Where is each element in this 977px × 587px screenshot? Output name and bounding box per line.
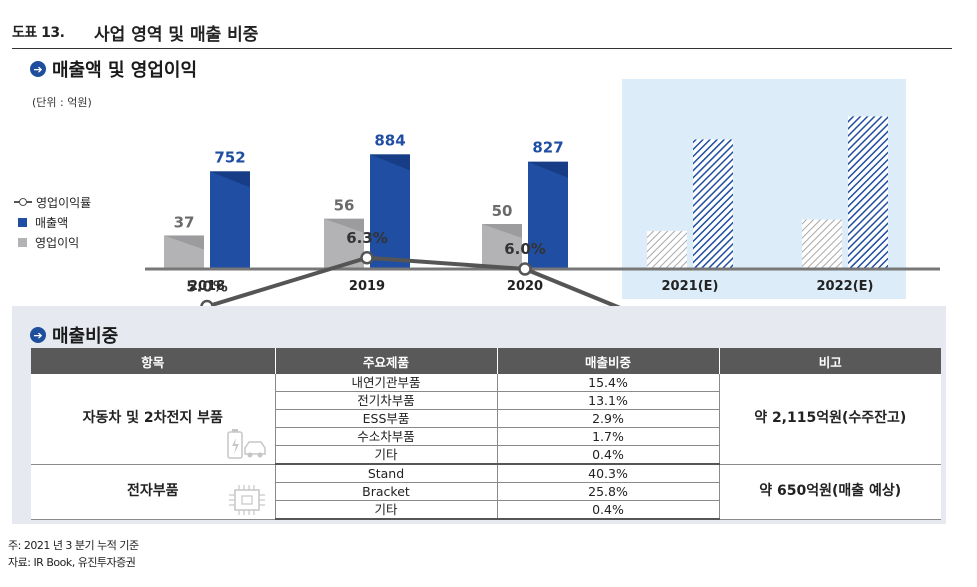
table-row: 기타 0.4% (31, 500, 941, 520)
revenue-bar-shade (210, 171, 250, 188)
arrow-circle-icon: ➔ (30, 61, 46, 77)
x-tick-label: 2019 (349, 279, 385, 294)
profit-data-label: 50 (492, 202, 513, 220)
table-section-heading: ➔ 매출비중 (30, 322, 118, 348)
blue-square-icon (18, 217, 27, 227)
share-cell: 40.3% (497, 464, 720, 483)
category-auto-battery: 자동차 및 2차전지 부품 (31, 374, 276, 465)
margin-data-label: 6.0% (504, 240, 546, 258)
legend-label-margin: 영업이익률 (36, 195, 92, 210)
x-tick-label: 2018 (189, 279, 225, 294)
header-share: 매출비중 (497, 348, 720, 374)
profit-bar-shade (164, 235, 204, 250)
legend-label-revenue: 매출액 (35, 215, 69, 230)
legend-label-profit: 영업이익 (35, 235, 80, 250)
header-rule (12, 48, 952, 49)
share-cell: 25.8% (497, 482, 720, 501)
legend-item-margin: 영업이익률 (14, 192, 91, 212)
revenue-bar (528, 161, 568, 268)
margin-data-label: 6.3% (346, 229, 388, 247)
category-label: 자동차 및 2차전지 부품 (82, 410, 223, 427)
figure-number: 도표 13. (12, 25, 65, 41)
profit-bar (802, 219, 842, 268)
share-cell: 1.7% (497, 427, 720, 446)
share-cell: 0.4% (497, 445, 720, 465)
table-section-title: 매출비중 (52, 326, 119, 347)
table-row: 기타 0.4% (31, 445, 941, 465)
table-row: ESS부품 2.9% (31, 409, 941, 428)
figure-header: 도표 13. 사업 영역 및 매출 비중 (12, 18, 962, 49)
table-row: 수소차부품 1.7% (31, 427, 941, 446)
header-note: 비고 (719, 348, 941, 374)
line-marker-icon (14, 197, 32, 207)
share-cell: 0.4% (497, 500, 720, 520)
revenue-bar (693, 139, 733, 268)
table-row: 자동차 및 2차전지 부품 내연기관부품 15.4% 약 2,115억원(수주잔… (31, 374, 941, 465)
margin-data-label: 5.0% (186, 278, 228, 296)
x-tick-label: 2022(E) (817, 279, 874, 294)
table-row: Bracket 25.8% (31, 482, 941, 501)
share-cell: 13.1% (497, 391, 720, 410)
revenue-bar-shade (370, 154, 410, 171)
product-cell: Stand (275, 464, 498, 483)
product-cell: 전기차부품 (275, 391, 498, 410)
product-cell: 기타 (275, 445, 498, 465)
revenue-bar (210, 171, 250, 268)
footnote-source: 자료: IR Book, 유진투자증권 (8, 556, 136, 569)
x-tick-label: 2020 (507, 279, 543, 294)
unit-note: (단위 : 억원) (32, 96, 92, 109)
legend-item-profit: 영업이익 (14, 232, 91, 252)
chart-legend: 영업이익률 매출액 영업이익 (14, 192, 91, 252)
bars-layer: 37 752 56 884 50 827 (164, 116, 888, 269)
profit-bar (647, 231, 687, 268)
legend-item-revenue: 매출액 (14, 212, 91, 232)
product-cell: 기타 (275, 500, 498, 520)
chart-section-heading: ➔ 매출액 및 영업이익 (30, 56, 197, 82)
chart-section-title: 매출액 및 영업이익 (52, 60, 198, 81)
revenue-data-label: 752 (214, 148, 245, 166)
note-electronic: 약 650억원(매출 예상) (719, 464, 941, 520)
category-label: 전자부품 (126, 483, 179, 499)
share-cell: 2.9% (497, 409, 720, 428)
x-tick-label: 2021(E) (662, 279, 719, 294)
product-cell: 내연기관부품 (275, 374, 498, 392)
table-row: 전자부품 Stand 40.3% 약 650억원(매출 예상) (31, 464, 941, 520)
note-auto-battery: 약 2,115억원(수주잔고) (719, 374, 941, 465)
chip-icon (228, 484, 265, 515)
arrow-circle-icon: ➔ (30, 327, 46, 343)
sales-mix-table: 항목 주요제품 매출비중 비고 자동차 및 2차전지 부품 내연기관부품 15.… (31, 348, 941, 520)
header-product: 주요제품 (275, 348, 498, 374)
product-cell: ESS부품 (275, 409, 498, 428)
profit-data-label: 56 (334, 197, 355, 215)
revenue-bar (848, 116, 888, 269)
margin-point (360, 251, 374, 265)
figure-title: 사업 영역 및 매출 비중 (94, 25, 259, 45)
share-cell: 15.4% (497, 374, 720, 392)
table-header-row: 항목 주요제품 매출비중 비고 (31, 348, 941, 374)
profit-data-label: 37 (174, 213, 195, 231)
table-row: 전기차부품 13.1% (31, 391, 941, 410)
profit-bar-shade (324, 218, 364, 233)
battery-car-icon (226, 428, 266, 459)
x-tick-labels: 2018 2019 2020 2021(E) 2022(E) (189, 279, 874, 294)
revenue-bar (370, 154, 410, 268)
revenue-bar-shade (528, 161, 568, 178)
profit-bar-shade (482, 224, 522, 238)
product-cell: 수소차부품 (275, 427, 498, 446)
header-category: 항목 (31, 348, 276, 374)
category-electronic: 전자부품 (31, 464, 276, 520)
margin-point (518, 262, 532, 276)
footnote-basis: 주: 2021 년 3 분기 누적 기준 (8, 539, 139, 552)
revenue-data-label: 884 (374, 131, 405, 149)
product-cell: Bracket (275, 482, 498, 501)
revenue-data-label: 827 (532, 139, 563, 157)
gray-square-icon (18, 237, 27, 247)
